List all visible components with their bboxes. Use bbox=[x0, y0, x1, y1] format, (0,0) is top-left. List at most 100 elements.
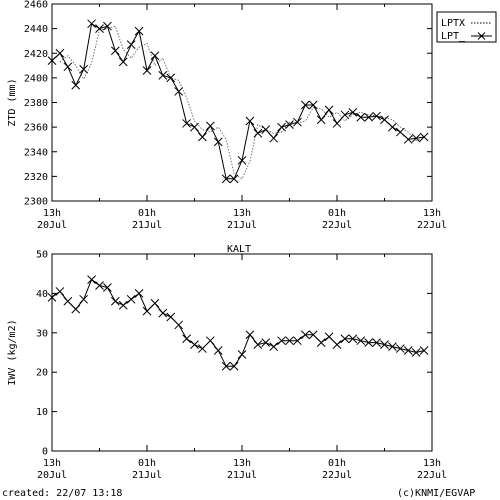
data-point bbox=[126, 294, 136, 304]
x-tick-label: 13h bbox=[43, 208, 61, 219]
y-tick-label: 2380 bbox=[24, 98, 48, 109]
data-point bbox=[403, 346, 413, 355]
data-point bbox=[205, 336, 215, 346]
data-point bbox=[158, 71, 168, 80]
created-timestamp: created: 22/07 13:18 bbox=[2, 488, 123, 499]
data-point bbox=[419, 132, 429, 142]
data-point bbox=[103, 21, 112, 31]
y-tick-label: 0 bbox=[42, 447, 48, 458]
legend-entry: LPTX bbox=[441, 18, 465, 29]
data-point bbox=[403, 135, 413, 144]
data-point bbox=[300, 330, 310, 340]
data-point bbox=[118, 57, 128, 67]
data-point bbox=[411, 133, 421, 143]
iwv-panel: 0102030405013h20Jul01h21Jul13h21Jul01h22… bbox=[7, 250, 447, 482]
x-tick-label: 01h bbox=[328, 458, 346, 469]
data-point bbox=[182, 119, 191, 128]
data-point bbox=[324, 332, 334, 342]
data-point bbox=[142, 66, 152, 75]
ztd-panel: 23002320234023602380240024202440246013h2… bbox=[7, 0, 497, 231]
data-point bbox=[47, 56, 57, 65]
data-point bbox=[308, 330, 318, 340]
x-tick-label: 22Jul bbox=[417, 470, 447, 481]
y-axis-label: ZTD (mm) bbox=[7, 78, 18, 126]
data-point bbox=[79, 294, 89, 304]
data-point bbox=[198, 132, 207, 142]
data-point bbox=[316, 338, 326, 348]
data-point bbox=[229, 361, 239, 371]
data-point bbox=[293, 336, 302, 346]
x-tick-label: 22Jul bbox=[322, 220, 352, 231]
data-point bbox=[221, 174, 231, 184]
series-line bbox=[59, 25, 425, 180]
data-point bbox=[245, 116, 255, 126]
y-tick-label: 20 bbox=[36, 368, 48, 379]
x-tick-label: 13h bbox=[43, 458, 61, 469]
legend-box bbox=[436, 11, 497, 43]
data-point bbox=[285, 120, 294, 130]
data-point bbox=[110, 46, 120, 56]
data-point bbox=[308, 100, 318, 110]
data-point bbox=[134, 289, 144, 298]
y-tick-label: 2340 bbox=[24, 147, 48, 158]
data-point bbox=[87, 275, 96, 284]
data-point bbox=[63, 62, 73, 72]
y-tick-label: 2360 bbox=[24, 123, 48, 134]
y-tick-label: 50 bbox=[36, 250, 48, 261]
data-point bbox=[332, 119, 342, 128]
plot-frame bbox=[51, 253, 433, 452]
data-point bbox=[364, 338, 374, 348]
x-tick-label: 21Jul bbox=[132, 220, 162, 231]
data-point bbox=[261, 338, 271, 348]
data-point bbox=[126, 40, 136, 49]
data-point bbox=[411, 348, 421, 357]
data-point bbox=[55, 48, 65, 58]
data-point bbox=[356, 112, 366, 122]
y-tick-label: 2440 bbox=[24, 24, 48, 35]
data-point bbox=[285, 336, 294, 346]
data-point bbox=[182, 334, 191, 344]
data-point bbox=[380, 115, 389, 125]
data-point bbox=[47, 292, 57, 302]
data-point bbox=[277, 336, 286, 346]
data-point bbox=[150, 298, 160, 308]
station-label: KALT bbox=[227, 244, 251, 255]
x-tick-label: 13h bbox=[423, 208, 441, 219]
y-tick-label: 30 bbox=[36, 328, 48, 339]
data-point bbox=[103, 283, 112, 292]
series-line bbox=[51, 278, 425, 367]
data-point bbox=[419, 346, 429, 355]
data-point bbox=[395, 344, 405, 353]
data-point bbox=[221, 361, 231, 371]
data-point bbox=[174, 87, 184, 96]
data-point bbox=[71, 304, 81, 314]
data-point bbox=[348, 334, 358, 344]
data-point bbox=[63, 296, 73, 306]
data-point bbox=[356, 336, 366, 346]
data-point bbox=[300, 100, 310, 110]
data-point bbox=[324, 105, 334, 115]
data-point bbox=[269, 342, 279, 351]
data-point bbox=[395, 127, 405, 137]
data-point bbox=[261, 125, 271, 134]
data-point bbox=[372, 338, 381, 348]
x-tick-label: 21Jul bbox=[227, 470, 257, 481]
data-point bbox=[190, 340, 199, 349]
data-point bbox=[118, 300, 128, 310]
series-line bbox=[51, 22, 425, 180]
data-point bbox=[55, 287, 65, 296]
y-tick-label: 2300 bbox=[24, 197, 48, 208]
data-point bbox=[364, 112, 374, 122]
data-point bbox=[205, 121, 215, 131]
data-point bbox=[277, 122, 286, 132]
data-point bbox=[245, 330, 255, 340]
x-tick-label: 01h bbox=[138, 208, 156, 219]
data-point bbox=[348, 107, 358, 117]
data-point bbox=[166, 73, 176, 83]
data-point bbox=[372, 111, 381, 121]
x-tick-label: 13h bbox=[233, 458, 251, 469]
x-tick-label: 21Jul bbox=[132, 470, 162, 481]
y-tick-label: 2420 bbox=[24, 49, 48, 60]
data-point bbox=[95, 24, 104, 33]
data-point bbox=[213, 137, 223, 147]
